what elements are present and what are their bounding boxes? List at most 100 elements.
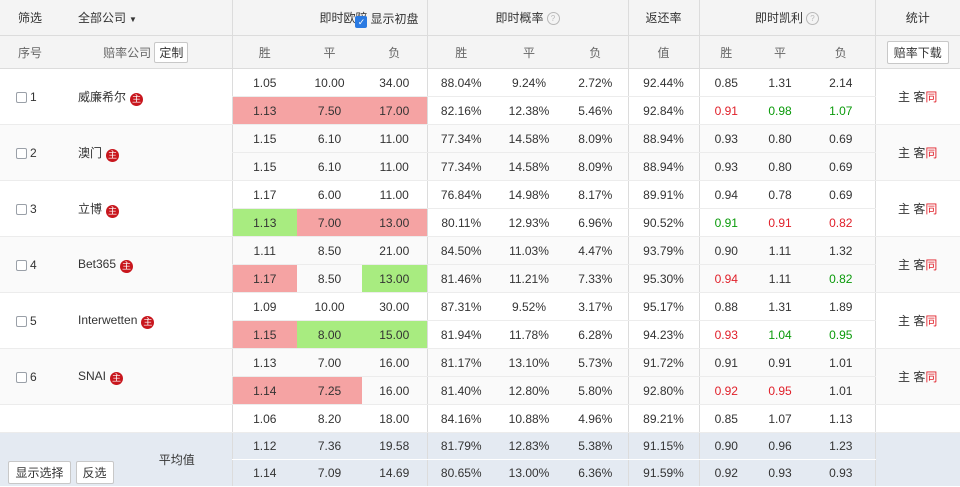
kelly-win-value: 0.91 [698,208,753,237]
row-select-cell[interactable]: 4 [0,236,60,293]
company-name[interactable]: 威廉希尔 [78,89,127,104]
company-cell[interactable]: 威廉希尔主 [60,68,232,125]
prob-draw-value: 12.80% [495,376,563,405]
kelly-draw-value: 0.80 [753,152,807,181]
same-link[interactable]: 同 [925,202,938,216]
away-link[interactable]: 客 [913,146,926,160]
return-value: 89.91% [627,180,699,209]
row-index: 3 [30,201,37,216]
loss-value: 13.00 [362,264,427,293]
same-link[interactable]: 同 [925,370,938,384]
loss-value: 11.00 [362,152,427,181]
away-link[interactable]: 客 [913,370,926,384]
prob-draw-value: 11.21% [495,264,563,293]
home-link[interactable]: 主 [898,202,911,216]
prob-loss-value: 7.33% [563,264,628,293]
home-link[interactable]: 主 [898,314,911,328]
home-link[interactable]: 主 [898,370,911,384]
prob-draw-col-header: 平 [495,35,563,69]
kelly-loss-value: 2.14 [807,68,875,97]
checkbox-icon[interactable] [16,203,27,215]
company-cell[interactable]: 立博主 [60,180,232,237]
average-kelly-draw-value: 0.96 [753,432,807,460]
draw-value: 8.20 [297,404,362,433]
average-loss-value: 19.58 [362,432,427,460]
company-cell[interactable]: Interwetten 主 [60,292,232,349]
away-link[interactable]: 客 [913,202,926,216]
prob-win-value: 88.04% [426,68,495,97]
prob-draw-value: 14.58% [495,152,563,181]
kelly-loss-col-header: 负 [807,35,875,69]
away-link[interactable]: 客 [913,90,926,104]
away-link[interactable]: 客 [913,314,926,328]
prob-loss-value: 8.17% [563,180,628,209]
same-link[interactable]: 同 [925,314,938,328]
show-selected-button[interactable]: 显示选择 [8,461,71,484]
company-cell[interactable]: Bet365 主 [60,236,232,293]
kelly-draw-value: 0.78 [753,180,807,209]
stats-cell: 主 客同 [874,124,960,181]
company-name[interactable]: Interwetten [78,312,138,327]
checkbox-icon[interactable] [16,315,27,327]
company-name[interactable]: SNAI [78,368,107,383]
draw-value: 8.50 [297,236,362,265]
help-icon[interactable]: ? [546,12,560,25]
table-row: 3 立博主 1.17 6.00 11.00 76.84% 14.98% 8.17% 89.91%… [0,180,960,237]
show-initial-toggle[interactable]: ✓ 显示初盘 [355,10,419,28]
kelly-draw-value: 1.31 [753,292,807,321]
win-value: 1.13 [231,348,297,377]
table-row: 6 SNAI 主 1.13 7.00 16.00 81.17% 13.10% 5.73% 91.7… [0,348,960,405]
company-cell[interactable]: 澳门主 [60,124,232,181]
home-link[interactable]: 主 [898,258,911,272]
checkbox-icon[interactable] [16,147,27,159]
help-icon[interactable]: ? [806,12,819,25]
home-link[interactable]: 主 [898,90,911,104]
invert-selection-button[interactable]: 反选 [75,461,114,484]
draw-value: 7.00 [297,348,362,377]
prob-draw-value: 11.03% [495,236,563,265]
return-value: 88.94% [627,124,699,153]
draw-value: 8.00 [297,320,362,349]
row-index: 2 [30,145,37,160]
company-name[interactable]: 立博 [78,201,103,216]
same-link[interactable]: 同 [925,90,938,104]
table-row: 1.13 7.50 17.00 82.16% 12.38% 5.46% 92.84% 0.91… [0,96,960,125]
company-name[interactable]: Bet365 [78,256,117,271]
company-name[interactable]: 澳门 [78,145,103,160]
prob-loss-value: 5.46% [563,96,628,125]
stats-header: 统计 [874,0,960,36]
checkbox-icon[interactable] [16,371,27,383]
row-select-cell[interactable]: 1 [0,68,60,125]
checkbox-icon[interactable] [16,259,27,271]
loss-value: 17.00 [362,96,427,125]
main-badge-icon: 主 [110,371,124,385]
odds-download-button[interactable]: 赔率下载 [886,40,949,64]
row-select-cell[interactable]: 6 [0,348,60,405]
kelly-win-value: 0.88 [698,292,753,321]
draw-value: 7.25 [297,376,362,405]
customize-button[interactable]: 定制 [154,41,189,63]
kelly-win-value: 0.93 [698,152,753,181]
same-link[interactable]: 同 [925,258,938,272]
average-kelly-loss-value: 1.23 [807,432,875,460]
checkbox-icon[interactable] [16,91,27,103]
kelly-loss-value: 0.69 [807,124,875,153]
row-select-cell[interactable]: 2 [0,124,60,181]
average-prob-loss-value: 6.36% [563,459,628,487]
kelly-draw-value: 1.31 [753,68,807,97]
company-filter-dropdown[interactable]: 全部公司 ▼ [60,0,232,36]
average-row: 显示选择 反选 平均值 1.12 7.36 19.58 81.79% 12.83% 5.38% 9… [0,432,960,487]
row-select-cell[interactable]: 3 [0,180,60,237]
company-cell[interactable]: SNAI 主 [60,348,232,405]
row-select-cell[interactable]: 5 [0,292,60,349]
prob-win-value: 81.94% [426,320,495,349]
table-row: 1 威廉希尔主 1.05 10.00 34.00 88.04% 9.24% 2.72% 92.4… [0,68,960,125]
home-link[interactable]: 主 [898,146,911,160]
win-value: 1.15 [231,320,297,349]
kelly-win-value: 0.93 [698,124,753,153]
away-link[interactable]: 客 [913,258,926,272]
same-link[interactable]: 同 [925,146,938,160]
subheader-row: 序号 赔率公司 定制 胜 平 负 胜 平 负 值 胜 平 负 赔率下载 [0,35,960,69]
loss-value: 11.00 [362,180,427,209]
main-badge-icon: 主 [141,315,155,329]
